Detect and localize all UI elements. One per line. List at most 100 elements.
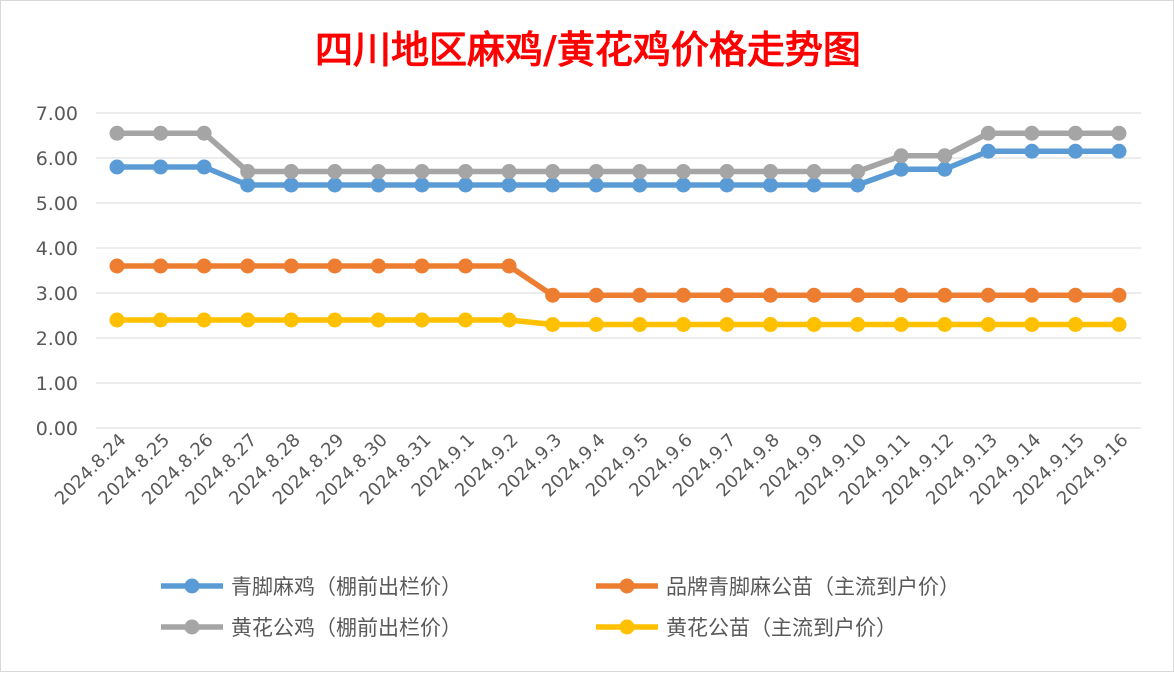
- data-point: [806, 317, 822, 332]
- series-1: [109, 258, 1127, 303]
- series-3: [109, 312, 1127, 332]
- data-point: [1111, 317, 1127, 332]
- data-point: [850, 287, 866, 303]
- y-tick-label: 1.00: [36, 373, 78, 395]
- legend-item: 品牌青脚麻公苗（主流到户价）: [596, 575, 960, 599]
- data-point: [893, 287, 909, 303]
- data-point: [109, 312, 125, 328]
- y-tick-label: 4.00: [36, 238, 78, 260]
- data-point: [937, 161, 953, 177]
- legend-item: 黄花公苗（主流到户价）: [596, 616, 897, 640]
- x-axis-ticks: 2024.8.242024.8.252024.8.262024.8.272024…: [51, 430, 1133, 510]
- legend-swatch-marker: [184, 619, 200, 635]
- data-point: [283, 177, 299, 193]
- data-point: [196, 312, 212, 328]
- data-point: [327, 177, 343, 193]
- data-point: [109, 258, 125, 274]
- data-point: [458, 312, 474, 328]
- data-point: [458, 164, 474, 179]
- data-point: [1067, 287, 1083, 303]
- legend-label: 黄花公苗（主流到户价）: [666, 616, 897, 640]
- series-line: [117, 130, 1119, 175]
- data-point: [850, 317, 866, 332]
- data-point: [632, 287, 648, 303]
- data-point: [762, 287, 778, 303]
- data-point: [762, 164, 778, 179]
- chart-title: 四川地区麻鸡/黄花鸡价格走势图: [315, 27, 861, 72]
- data-point: [327, 164, 343, 179]
- data-point: [545, 287, 561, 303]
- data-point: [240, 164, 256, 179]
- data-point: [196, 258, 212, 274]
- data-point: [806, 164, 822, 179]
- data-point: [370, 312, 386, 328]
- data-point: [937, 287, 953, 303]
- series-lines: [109, 125, 1127, 332]
- data-point: [196, 159, 212, 175]
- series-line: [117, 317, 1119, 328]
- data-point: [1024, 287, 1040, 303]
- data-point: [893, 161, 909, 177]
- data-point: [196, 125, 212, 141]
- legend-label: 品牌青脚麻公苗（主流到户价）: [666, 575, 960, 599]
- series-0: [109, 143, 1127, 193]
- data-point: [327, 312, 343, 328]
- data-point: [850, 177, 866, 193]
- data-point: [501, 312, 517, 328]
- y-tick-label: 7.00: [36, 103, 78, 125]
- data-point: [153, 159, 169, 175]
- data-point: [632, 177, 648, 193]
- data-point: [283, 258, 299, 274]
- data-point: [283, 312, 299, 328]
- data-point: [370, 258, 386, 274]
- data-point: [980, 317, 996, 332]
- legend-item: 青脚麻鸡（棚前出栏价）: [161, 575, 462, 599]
- data-point: [588, 317, 604, 332]
- data-point: [675, 177, 691, 193]
- gridlines: [96, 112, 1141, 429]
- data-point: [893, 317, 909, 332]
- data-point: [240, 312, 256, 328]
- data-point: [850, 164, 866, 179]
- data-point: [545, 177, 561, 193]
- data-point: [283, 164, 299, 179]
- data-point: [632, 317, 648, 332]
- legend-swatch-marker: [619, 619, 635, 635]
- legend-swatch-marker: [184, 578, 200, 594]
- legend-label: 青脚麻鸡（棚前出栏价）: [231, 575, 462, 599]
- data-point: [109, 125, 125, 141]
- y-axis-ticks: 0.00 1.00 2.00 3.00 4.00 5.00 6.00 7.00: [36, 103, 78, 440]
- data-point: [719, 164, 735, 179]
- data-point: [370, 177, 386, 193]
- data-point: [240, 258, 256, 274]
- data-point: [806, 287, 822, 303]
- data-point: [588, 287, 604, 303]
- y-tick-label: 3.00: [36, 283, 78, 305]
- data-point: [1111, 143, 1127, 159]
- y-tick-label: 6.00: [36, 148, 78, 170]
- data-point: [458, 177, 474, 193]
- data-point: [1024, 317, 1040, 332]
- data-point: [1111, 287, 1127, 303]
- data-point: [240, 177, 256, 193]
- data-point: [588, 177, 604, 193]
- data-point: [762, 177, 778, 193]
- data-point: [937, 317, 953, 332]
- data-point: [153, 258, 169, 274]
- data-point: [719, 317, 735, 332]
- data-point: [414, 177, 430, 193]
- data-point: [109, 159, 125, 175]
- data-point: [675, 317, 691, 332]
- data-point: [588, 164, 604, 179]
- data-point: [1067, 317, 1083, 332]
- series-line: [117, 263, 1119, 298]
- data-point: [501, 258, 517, 274]
- data-point: [675, 287, 691, 303]
- data-point: [153, 312, 169, 328]
- data-point: [1111, 125, 1127, 141]
- data-point: [719, 287, 735, 303]
- data-point: [1067, 143, 1083, 159]
- data-point: [327, 258, 343, 274]
